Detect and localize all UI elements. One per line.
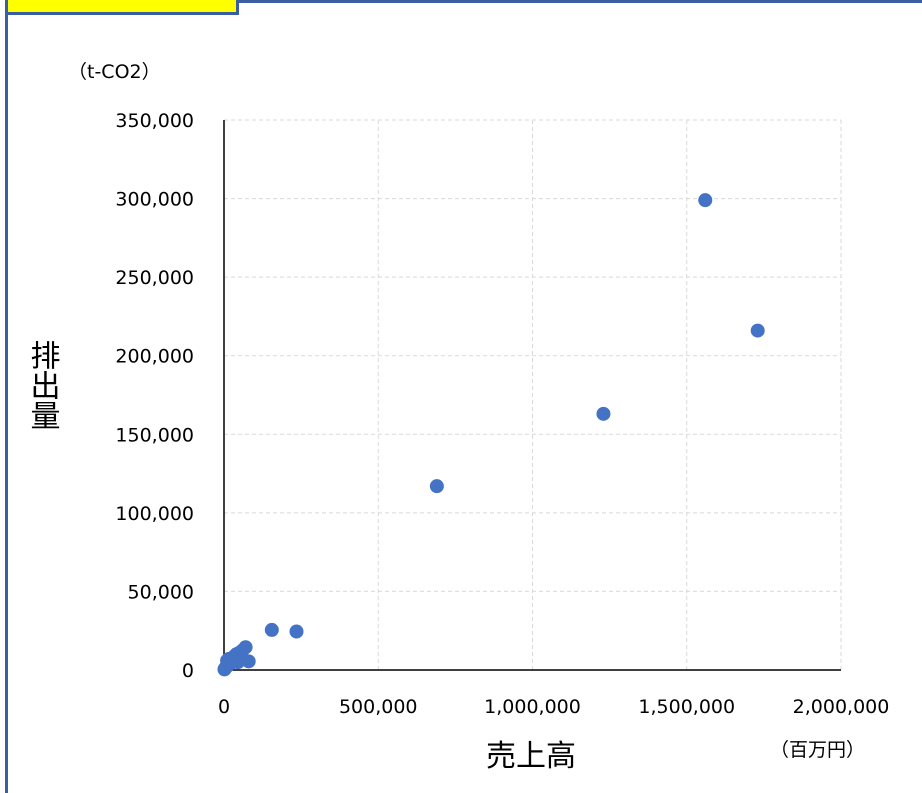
- y-tick-label: 150,000: [115, 424, 194, 446]
- frame-top-border: [5, 0, 922, 3]
- x-axis-label: 売上高: [486, 739, 576, 774]
- x-unit-label: （百万円）: [770, 739, 865, 761]
- y-tick-label: 50,000: [128, 581, 194, 603]
- data-point: [429, 479, 444, 494]
- x-tick-label: 2,000,000: [793, 696, 890, 718]
- y-tick-labels: 0 50,000 100,000 150,000 200,000 250,000 300,0…: [115, 110, 194, 682]
- axes: [223, 120, 841, 671]
- data-point: [596, 406, 611, 421]
- x-tick-label: 0: [218, 696, 230, 718]
- y-tick-label: 100,000: [115, 503, 194, 525]
- y-axis-label: 排出量: [25, 340, 60, 430]
- data-point: [241, 654, 256, 669]
- x-tick-label: 1,500,000: [638, 696, 735, 718]
- data-point: [698, 193, 713, 208]
- x-tick-labels: 0 500,000 1,000,000 1,500,000 2,000,000: [218, 696, 889, 718]
- y-tick-label: 250,000: [115, 267, 194, 289]
- yellow-tab: [5, 0, 239, 15]
- data-point: [289, 624, 304, 639]
- data-point: [750, 323, 765, 338]
- data-points: [217, 193, 765, 677]
- data-point: [217, 662, 232, 677]
- data-point: [264, 622, 279, 637]
- y-unit-label: （t-CO2）: [68, 61, 161, 83]
- frame-left-border: [5, 0, 8, 793]
- x-tick-label: 500,000: [339, 696, 418, 718]
- y-tick-label: 300,000: [115, 189, 194, 211]
- grid-lines: [224, 119, 842, 670]
- x-tick-label: 1,000,000: [484, 696, 581, 718]
- y-tick-label: 350,000: [115, 110, 194, 132]
- y-tick-label: 200,000: [115, 346, 194, 368]
- y-tick-label: 0: [182, 660, 194, 682]
